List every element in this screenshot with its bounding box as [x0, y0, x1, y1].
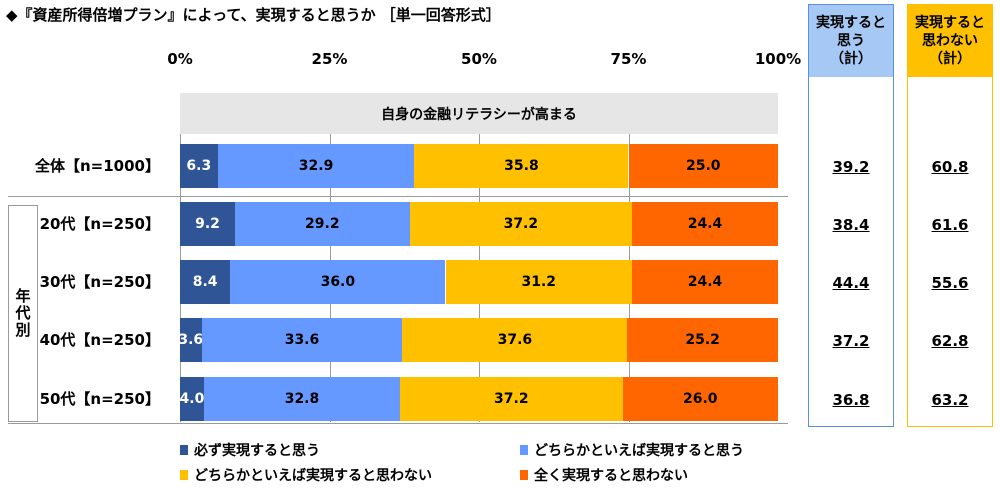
row-label: 40代【n=250】	[39, 331, 160, 349]
bar-segment: 25.0	[628, 144, 778, 188]
legend-swatch	[520, 470, 528, 480]
data-label: 8.4	[192, 274, 218, 290]
row-label: 50代【n=250】	[39, 390, 160, 408]
legend-swatch	[180, 470, 188, 480]
summary-value: 61.6	[931, 216, 969, 234]
group-separator	[8, 196, 788, 197]
bar-segment: 32.9	[217, 144, 415, 188]
data-label: 37.2	[494, 391, 529, 407]
summary-header-line: （計）	[830, 51, 872, 67]
data-label: 6.3	[186, 158, 212, 174]
data-label: 9.2	[195, 216, 220, 232]
bar-segment: 9.2	[180, 202, 236, 246]
summary-column-no: 実現すると思わない （計） 60.8 61.6 55.6 62.8 63.2	[907, 4, 993, 427]
row-label: 20代【n=250】	[39, 215, 160, 233]
summary-value: 36.8	[832, 391, 870, 409]
bar-segment: 6.3	[180, 144, 218, 188]
group-label-box: 年代別	[8, 205, 38, 422]
legend-swatch	[520, 445, 528, 455]
x-tick-label: 50%	[461, 50, 497, 68]
summary-value: 37.2	[832, 332, 870, 350]
bar-segment: 25.2	[627, 318, 778, 362]
legend-item: 全く実現すると思わない	[520, 465, 688, 485]
legend-item: どちらかといえば実現すると思う	[520, 440, 744, 460]
bar-segment: 31.2	[445, 260, 633, 304]
x-tick-label: 0%	[167, 50, 193, 68]
bar-segment: 37.2	[409, 202, 633, 246]
data-label: 4.0	[179, 391, 205, 407]
data-label: 29.2	[305, 216, 340, 232]
summary-value: 55.6	[931, 274, 969, 292]
summary-header-line: 実現すると	[915, 15, 985, 31]
summary-value: 44.4	[832, 274, 870, 292]
panel-title: 自身の金融リテラシーが高まる	[180, 93, 778, 134]
summary-header-line: （計）	[929, 51, 971, 67]
x-tick-label: 25%	[311, 50, 348, 68]
legend-item: どちらかといえば実現すると思わない	[180, 465, 432, 485]
bar-segment: 37.6	[402, 318, 628, 362]
legend-label: 必ず実現すると思う	[194, 443, 320, 459]
summary-header-line: 実現すると	[816, 15, 886, 31]
legend-label: どちらかといえば実現すると思わない	[194, 468, 432, 484]
bar-segment: 8.4	[180, 260, 231, 304]
data-label: 3.6	[178, 332, 204, 348]
data-label: 37.6	[497, 332, 533, 348]
summary-header: 実現すると思わない （計）	[908, 5, 992, 77]
legend-label: どちらかといえば実現すると思う	[534, 443, 744, 459]
bar-segment: 4.0	[180, 377, 204, 421]
data-label: 36.0	[320, 274, 356, 290]
row-label: 全体【n=1000】	[35, 157, 160, 175]
row-label: 30代【n=250】	[39, 273, 160, 291]
data-label: 24.4	[687, 216, 723, 232]
data-label: 35.8	[504, 158, 539, 174]
group-label: 年代別	[13, 288, 32, 339]
summary-value: 62.8	[931, 332, 969, 350]
legend-item: 必ず実現すると思う	[180, 440, 320, 460]
data-label: 26.0	[682, 391, 718, 407]
bar-segment: 32.8	[203, 377, 401, 421]
data-label: 32.9	[298, 158, 334, 174]
bar-segment: 36.0	[230, 260, 446, 304]
bar-segment: 35.8	[414, 144, 629, 188]
summary-value: 60.8	[931, 158, 969, 176]
summary-header: 実現すると思う （計）	[809, 5, 893, 77]
legend-label: 全く実現すると思わない	[534, 468, 688, 484]
bar-segment: 33.6	[201, 318, 403, 362]
data-label: 31.2	[521, 274, 557, 290]
data-label: 33.6	[284, 332, 320, 348]
bar-segment: 24.4	[632, 202, 778, 246]
bar-segment: 3.6	[178, 318, 204, 362]
bar-segment: 37.2	[400, 377, 623, 421]
summary-value: 63.2	[931, 391, 969, 409]
summary-header-line: 思う	[837, 33, 865, 49]
summary-column-yes: 実現すると思う （計） 39.2 38.4 44.4 37.2 36.8	[808, 4, 894, 427]
chart-title: ◆『資産所得倍増プラン』によって、実現すると思うか ［単一回答形式］	[6, 6, 501, 24]
bar-segment: 29.2	[235, 202, 410, 246]
legend-swatch	[180, 445, 188, 455]
data-label: 25.0	[685, 158, 721, 174]
summary-value: 38.4	[832, 216, 870, 234]
data-label: 24.4	[687, 274, 723, 290]
x-tick-label: 100%	[754, 50, 802, 68]
summary-header-line: 思わない	[922, 33, 978, 49]
data-label: 25.2	[685, 332, 720, 348]
bar-segment: 26.0	[622, 377, 778, 421]
data-label: 32.8	[284, 391, 320, 407]
summary-value: 39.2	[832, 158, 870, 176]
bottom-line	[8, 423, 788, 424]
bar-segment: 24.4	[632, 260, 778, 304]
x-tick-label: 75%	[610, 50, 647, 68]
data-label: 37.2	[503, 216, 539, 232]
